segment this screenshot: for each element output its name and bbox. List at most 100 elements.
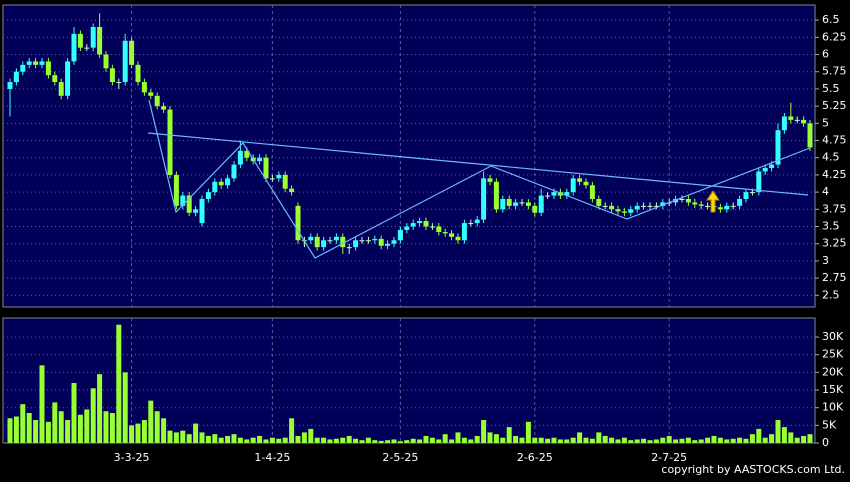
y-tick-label: 6.25 [822,30,847,43]
volume-bar [116,324,122,443]
y-tick-label: 4.25 [822,168,847,181]
candle-body [225,178,231,186]
candle-body [679,198,685,200]
volume-bar [225,435,231,443]
marks [7,13,813,443]
volume-bar [295,435,301,443]
volume-bar [692,440,698,443]
candle-body [154,95,160,107]
volume-bar [481,420,487,443]
candle-body [436,226,442,233]
volume-bar [359,440,365,443]
volume-bar [71,382,77,443]
volume-bar [7,418,13,443]
volume-bar [237,437,243,443]
candle-body [525,202,531,206]
candle-body [77,33,83,48]
candle-body [513,202,519,206]
volume-bar [749,434,755,443]
price-panel [2,4,816,308]
volume-bar [423,435,429,443]
candle-body [455,236,461,241]
x-tick-label: 2-5-25 [382,451,418,464]
candle-body [404,226,410,230]
y-tick-label: 4.75 [822,134,847,147]
candle-body [621,211,627,213]
y-tick-label: 3.75 [822,202,847,215]
y-tick-label: 0 [822,436,829,449]
candle-body [692,202,698,205]
volume-bar [551,437,557,443]
volume-bar [436,439,442,443]
volume-bar [321,437,327,443]
candle-body [237,150,243,165]
volume-bar [122,372,128,443]
volume-bar [621,437,627,443]
y-tick-label: 2.75 [822,271,847,284]
y-tick-label: 20K [822,365,844,378]
volume-bar [487,432,493,443]
candle-body [538,195,544,213]
volume-bar [666,435,672,443]
candle-body [359,240,365,242]
volume-bar [474,435,480,443]
volume-bar [737,437,743,443]
volume-bar [231,434,237,443]
candle-body [321,240,327,248]
volume-bar [212,434,218,443]
volume-bar [769,434,775,443]
candle-body [45,61,51,76]
candle-body [481,178,487,220]
candle-body [218,181,224,186]
volume-bar [583,437,589,443]
volume-bar [577,432,583,443]
candle-body [500,198,506,210]
volume-bar [65,420,71,443]
candle-body [468,223,474,225]
volume-bar [90,388,96,443]
candle-body [314,236,320,248]
y-tick-label: 3.5 [822,220,840,233]
candle-body [602,205,608,207]
volume-bar [557,439,563,443]
volume-bar [308,428,314,443]
candle-body [333,236,339,241]
volume-bar [570,437,576,443]
volume-bar [615,439,621,443]
candle-body [116,82,122,84]
candle-body [794,119,800,121]
candle-body [423,221,429,227]
candle-body [461,223,467,241]
candle-body [186,195,192,213]
volume-bar [327,439,333,443]
y-tick-label: 3 [822,254,829,267]
volume-bar [186,434,192,443]
candle-body [308,236,314,241]
candle-body [58,82,64,96]
candle-body [173,174,179,206]
y-tick-label: 4 [822,185,829,198]
volume-bar [711,435,717,443]
volume-bar [807,434,813,443]
y-tick-label: 30K [822,330,844,343]
candle-body [263,157,269,179]
candle-body [730,205,736,207]
volume-bar [365,437,371,443]
candle-body [410,223,416,227]
candle-body [532,205,538,213]
volume-bar [109,412,115,443]
volume-bar [455,432,461,443]
candle-body [199,198,205,224]
volume-bar [429,437,435,443]
volume-bar [97,374,103,443]
volume-bar [500,437,506,443]
volume-bar [468,439,474,443]
y-tick-label: 15K [822,383,844,396]
volume-bar [263,439,269,443]
volume-bar [449,439,455,443]
candle-body [417,221,423,224]
candle-body [685,198,691,203]
volume-bar [743,438,749,443]
candle-body [807,123,813,148]
